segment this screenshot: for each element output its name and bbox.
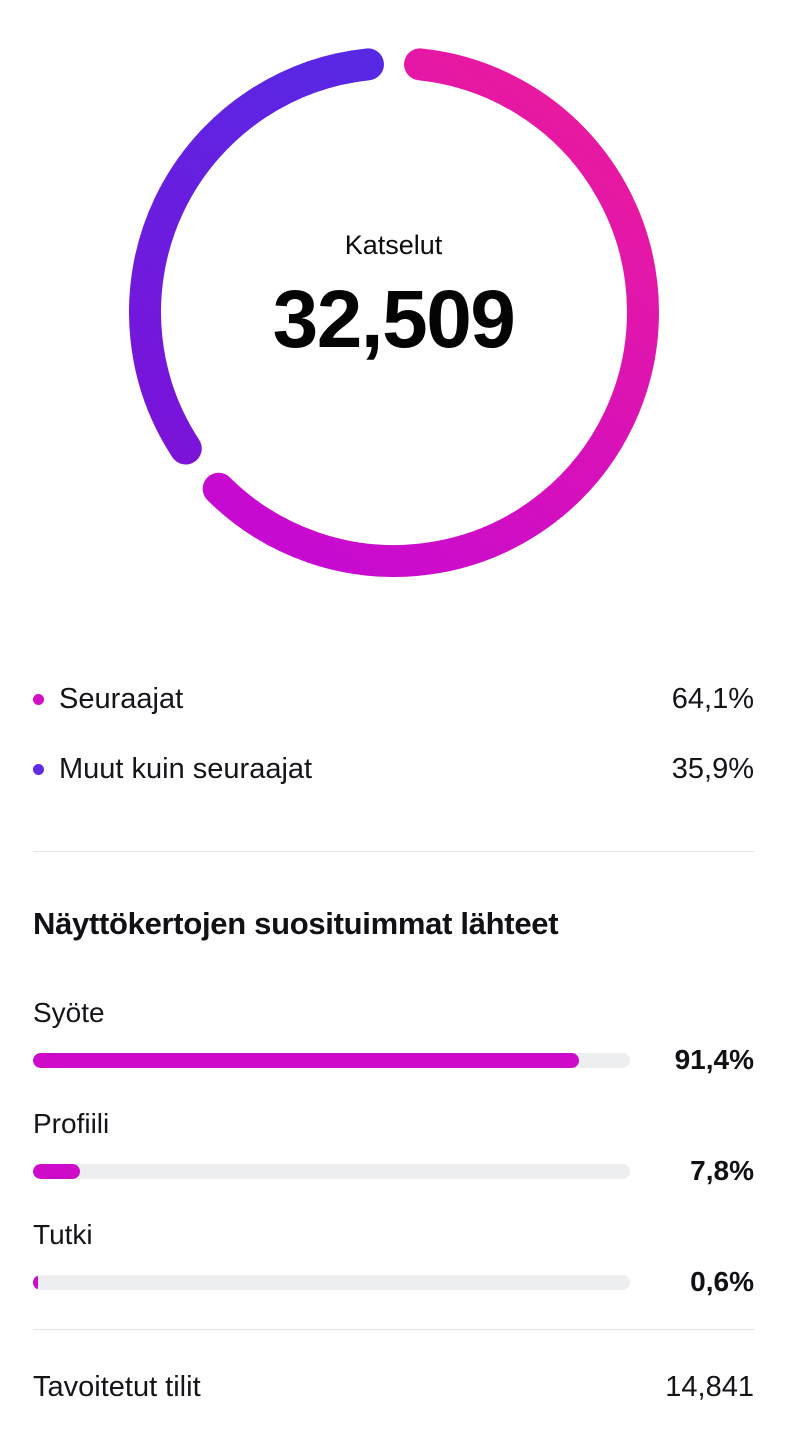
top-sources-list: Syöte 91,4% Profiili 7,8% Tutki 0,6% bbox=[0, 996, 787, 1298]
bar-fill bbox=[33, 1163, 80, 1179]
donut-segment-followers bbox=[202, 48, 659, 577]
bar-fill bbox=[33, 1274, 38, 1290]
accounts-reached-row: Tavoitetut tilit 14,841 bbox=[33, 1371, 754, 1404]
top-sources-title: Näyttökertojen suosituimmat lähteet bbox=[33, 906, 559, 941]
legend-row-followers: Seuraajat 64,1% bbox=[33, 677, 754, 721]
source-item-feed: Syöte 91,4% bbox=[33, 996, 754, 1076]
legend-value: 35,9% bbox=[671, 752, 754, 785]
source-bar-row: 91,4% bbox=[33, 1044, 754, 1076]
bar-fill bbox=[33, 1052, 579, 1068]
donut-segment-non-followers bbox=[128, 48, 384, 465]
source-label: Profiili bbox=[33, 1108, 110, 1139]
divider bbox=[33, 1329, 754, 1330]
views-donut-chart: Katselut 32,509 bbox=[128, 47, 659, 577]
bar-track bbox=[33, 1274, 630, 1290]
bar-track bbox=[33, 1163, 630, 1179]
accounts-reached-label: Tavoitetut tilit bbox=[33, 1371, 201, 1403]
source-bar-row: 0,6% bbox=[33, 1266, 754, 1298]
donut-legend: Seuraajat 64,1% Muut kuin seuraajat 35,9… bbox=[0, 677, 787, 791]
legend-row-non-followers: Muut kuin seuraajat 35,9% bbox=[33, 747, 754, 791]
legend-value: 64,1% bbox=[671, 682, 754, 715]
source-percent: 0,6% bbox=[690, 1266, 754, 1297]
non-followers-dot-icon bbox=[33, 763, 44, 775]
legend-label: Muut kuin seuraajat bbox=[59, 752, 313, 785]
source-item-profile: Profiili 7,8% bbox=[33, 1107, 754, 1187]
source-label: Syöte bbox=[33, 997, 105, 1028]
accounts-reached-value: 14,841 bbox=[665, 1371, 754, 1403]
source-label: Tutki bbox=[33, 1219, 93, 1250]
source-percent: 7,8% bbox=[690, 1155, 754, 1186]
source-bar-row: 7,8% bbox=[33, 1155, 754, 1187]
bar-track bbox=[33, 1052, 630, 1068]
source-item-explore: Tutki 0,6% bbox=[33, 1218, 754, 1298]
legend-left: Muut kuin seuraajat bbox=[33, 753, 312, 786]
source-percent: 91,4% bbox=[674, 1044, 754, 1075]
legend-left: Seuraajat bbox=[33, 683, 183, 716]
donut-svg bbox=[128, 48, 659, 577]
followers-dot-icon bbox=[33, 693, 44, 705]
legend-label: Seuraajat bbox=[59, 682, 184, 715]
divider bbox=[33, 851, 754, 852]
